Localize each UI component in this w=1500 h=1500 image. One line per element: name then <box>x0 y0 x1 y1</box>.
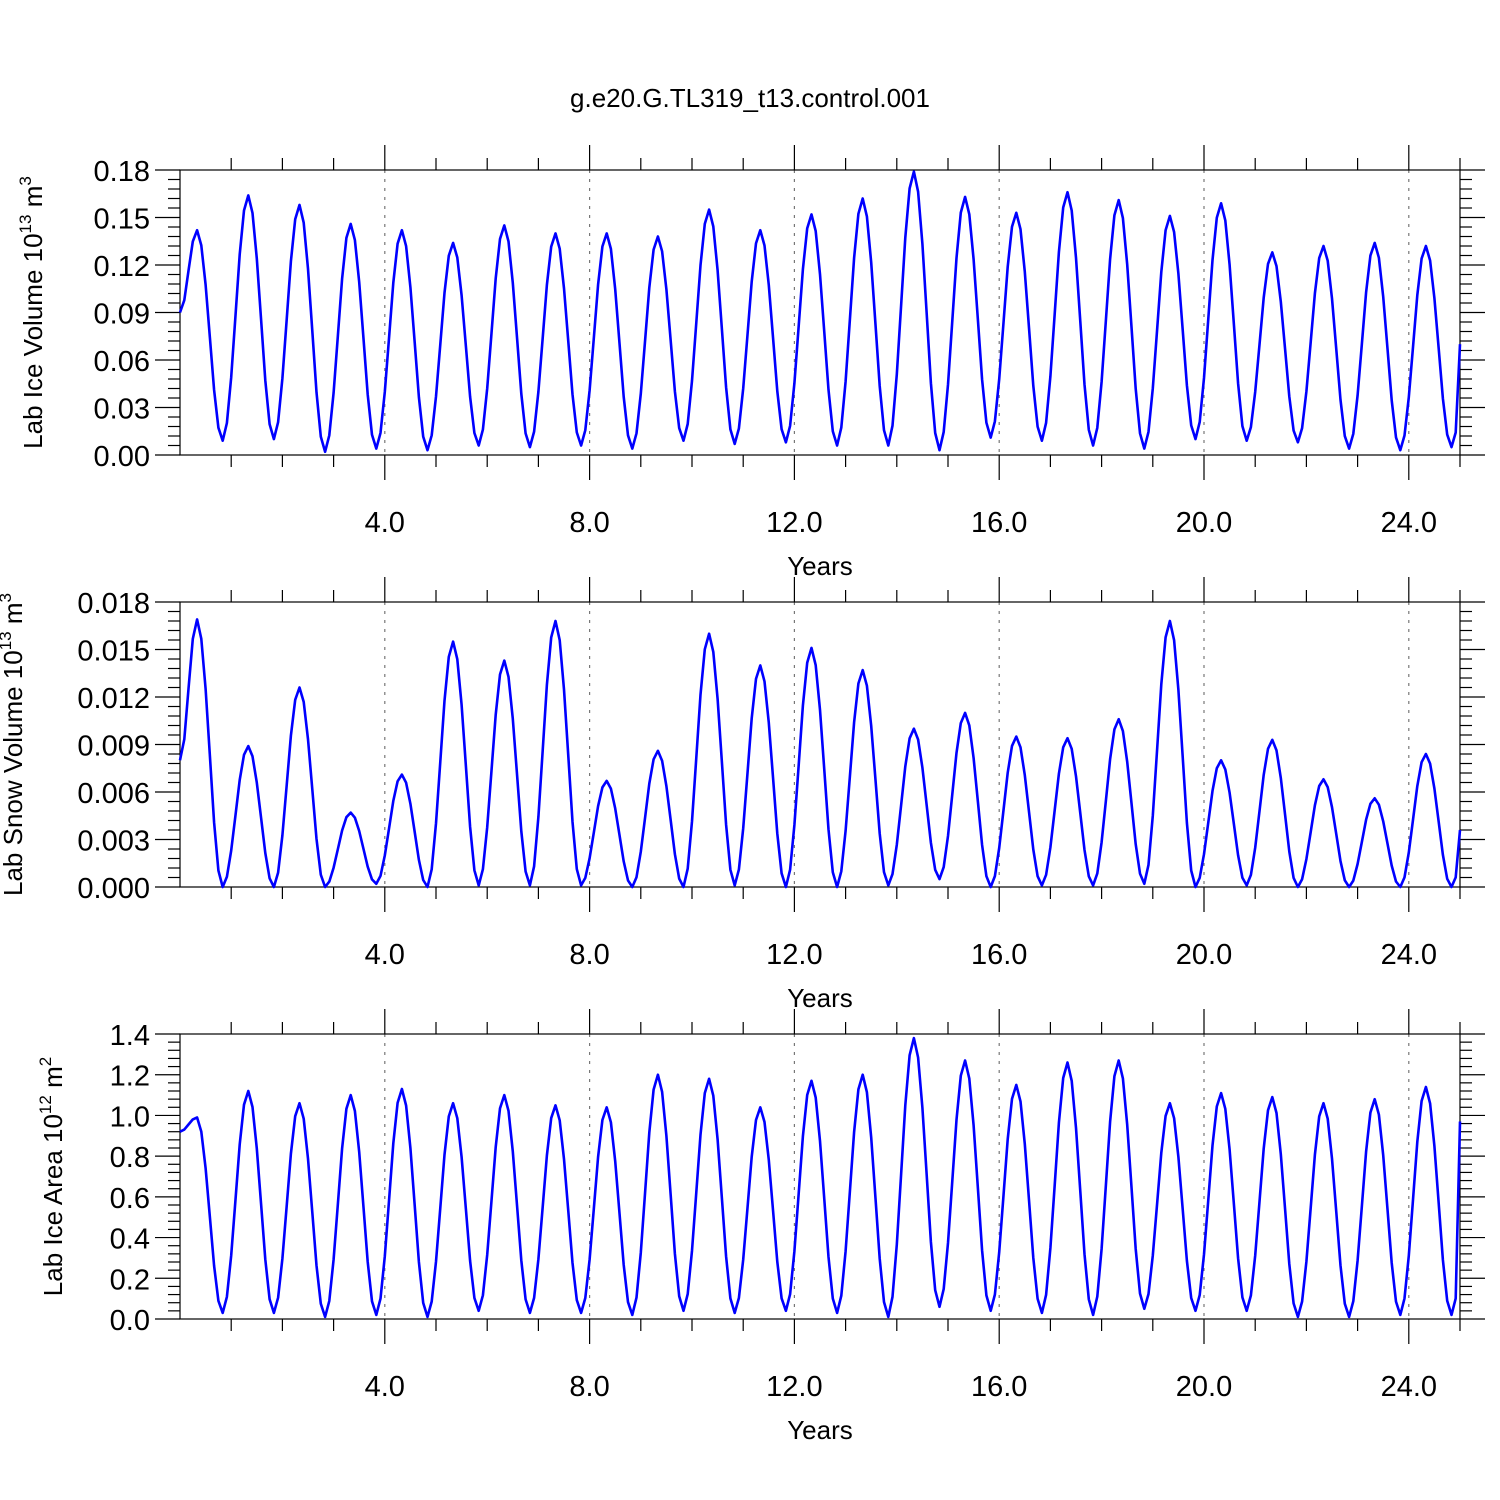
series-line <box>179 1036 1462 1319</box>
y-tick-label: 0.018 <box>77 588 150 620</box>
panel-2: 0.000 0.003 0.006 0.009 0.012 0.015 0.018 4.0 8.… <box>0 577 1485 1013</box>
y-axis-label-exponent: 13 <box>16 215 35 234</box>
y-tick-label: 0.6 <box>110 1183 150 1215</box>
x-tick-label: 20.0 <box>1176 507 1232 539</box>
x-tick-label: 12.0 <box>766 939 822 971</box>
y-axis-label: Lab Ice Area 1012 m2 <box>36 1057 68 1296</box>
y-axis-label-unit: m <box>0 602 28 631</box>
series-line <box>178 170 1462 454</box>
x-tick-label: 8.0 <box>569 1371 609 1403</box>
y-tick-label: 0.009 <box>77 731 150 763</box>
y-axis-label: Lab Snow Volume 1013 m3 <box>0 593 28 896</box>
y-axis-label-text: Lab Snow Volume 10 <box>0 650 28 896</box>
x-tick-label: 12.0 <box>766 507 822 539</box>
y-tick-label: 0.09 <box>94 299 150 331</box>
y-tick-label: 0.0 <box>110 1305 150 1337</box>
y-tick-label: 0.003 <box>77 826 150 858</box>
y-tick-label: 0.2 <box>110 1264 150 1296</box>
series-line <box>178 618 1462 889</box>
x-tick-label: 4.0 <box>365 939 405 971</box>
x-tick-label: 24.0 <box>1381 1371 1437 1403</box>
y-tick-label: 1.0 <box>110 1101 150 1133</box>
x-tick-label: 8.0 <box>569 507 609 539</box>
x-axis-label: Years <box>787 983 853 1013</box>
y-axis-label-unit-exponent: 2 <box>36 1057 55 1066</box>
x-tick-label: 20.0 <box>1176 1371 1232 1403</box>
x-tick-label: 24.0 <box>1381 507 1437 539</box>
y-tick-label: 0.015 <box>77 636 150 668</box>
y-tick-label: 0.03 <box>94 394 150 426</box>
y-tick-label: 0.012 <box>77 683 150 715</box>
y-axis-label-unit-exponent: 3 <box>16 176 35 185</box>
y-axis-label-text: Lab Ice Volume 10 <box>18 233 48 448</box>
y-tick-label: 0.06 <box>94 346 150 378</box>
y-axis-label-exponent: 13 <box>0 631 15 650</box>
y-axis-label-unit: m <box>38 1066 68 1095</box>
y-tick-label: 1.2 <box>110 1061 150 1093</box>
chart-title: g.e20.G.TL319_t13.control.001 <box>570 83 930 113</box>
y-axis-label-exponent: 12 <box>36 1095 55 1114</box>
x-tick-label: 16.0 <box>971 1371 1027 1403</box>
plot-frame <box>179 1033 1461 1320</box>
x-tick-label: 20.0 <box>1176 939 1232 971</box>
y-axis-label-unit-exponent: 3 <box>0 593 15 602</box>
y-axis-label-text: Lab Ice Area 10 <box>38 1114 68 1296</box>
y-tick-label: 0.15 <box>94 204 150 236</box>
x-tick-label: 12.0 <box>766 1371 822 1403</box>
x-tick-label: 8.0 <box>569 939 609 971</box>
plot-frame <box>179 169 1461 456</box>
x-tick-label: 16.0 <box>971 939 1027 971</box>
plot-frame <box>179 601 1461 888</box>
panels: 0.000.030.060.090.120.150.184.0 8.0 12.0 16… <box>0 145 1485 1445</box>
y-axis-label: Lab Ice Volume 1013 m3 <box>16 176 48 449</box>
y-tick-label: 0.00 <box>94 441 150 473</box>
x-axis-label: Years <box>787 1415 853 1445</box>
y-tick-label: 0.006 <box>77 778 150 810</box>
y-tick-label: 0.12 <box>94 251 150 283</box>
x-tick-label: 16.0 <box>971 507 1027 539</box>
y-tick-label: 1.4 <box>110 1020 150 1052</box>
y-tick-label: 0.18 <box>94 156 150 188</box>
x-axis-label: Years <box>787 551 853 581</box>
y-tick-label: 0.000 <box>77 873 150 905</box>
y-tick-label: 0.4 <box>110 1224 150 1256</box>
y-axis-label-unit: m <box>18 186 48 215</box>
panel-3: 0.0 0.2 0.4 0.6 0.8 1.0 1.2 1.4 4.0 8.0 12.0 16.0 20… <box>36 1009 1485 1445</box>
x-tick-label: 4.0 <box>365 1371 405 1403</box>
y-tick-label: 0.8 <box>110 1142 150 1174</box>
x-tick-label: 24.0 <box>1381 939 1437 971</box>
panel-1: 0.00 0.03 0.06 0.09 0.12 0.15 0.18 4.0 8.0 12.0 16… <box>16 145 1485 581</box>
x-tick-label: 4.0 <box>365 507 405 539</box>
